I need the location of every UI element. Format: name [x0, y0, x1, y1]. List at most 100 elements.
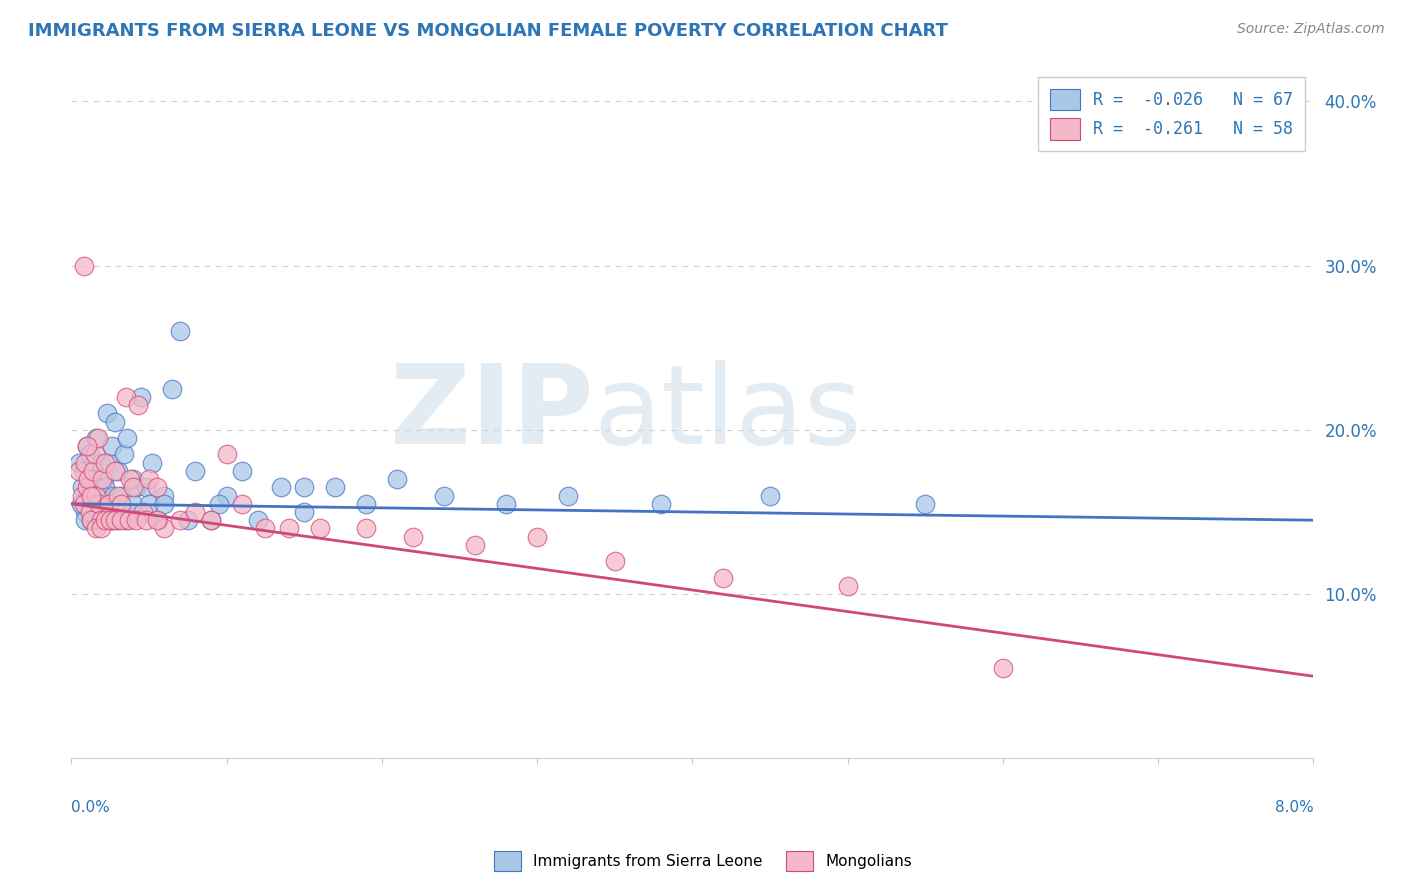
- Point: [84, 431, 107, 445]
- Point: [76, 439, 98, 453]
- Point: [94, 513, 117, 527]
- Point: [129, 390, 152, 404]
- Point: [138, 497, 160, 511]
- Point: [131, 505, 153, 519]
- Point: [200, 513, 222, 527]
- Text: atlas: atlas: [593, 360, 862, 467]
- Point: [114, 513, 136, 527]
- Point: [254, 521, 277, 535]
- Point: [91, 513, 114, 527]
- Point: [73, 497, 96, 511]
- Point: [127, 398, 149, 412]
- Point: [759, 489, 782, 503]
- Point: [122, 472, 145, 486]
- Point: [603, 554, 626, 568]
- Point: [292, 480, 315, 494]
- Text: IMMIGRANTS FROM SIERRA LEONE VS MONGOLIAN FEMALE POVERTY CORRELATION CHART: IMMIGRANTS FROM SIERRA LEONE VS MONGOLIA…: [28, 22, 948, 40]
- Text: ZIP: ZIP: [389, 360, 593, 467]
- Point: [80, 472, 103, 486]
- Point: [270, 480, 292, 494]
- Point: [104, 464, 127, 478]
- Point: [107, 513, 129, 527]
- Point: [91, 505, 114, 519]
- Point: [215, 489, 238, 503]
- Point: [138, 472, 160, 486]
- Point: [84, 513, 107, 527]
- Point: [354, 497, 377, 511]
- Point: [76, 480, 98, 494]
- Point: [464, 538, 486, 552]
- Point: [90, 513, 112, 527]
- Point: [169, 513, 191, 527]
- Point: [67, 464, 90, 478]
- Point: [79, 448, 101, 462]
- Point: [557, 489, 579, 503]
- Point: [75, 505, 97, 519]
- Point: [277, 521, 299, 535]
- Point: [135, 513, 157, 527]
- Point: [153, 497, 176, 511]
- Point: [100, 439, 122, 453]
- Point: [89, 480, 111, 494]
- Point: [89, 497, 111, 511]
- Point: [650, 497, 672, 511]
- Legend: Immigrants from Sierra Leone, Mongolians: Immigrants from Sierra Leone, Mongolians: [485, 842, 921, 880]
- Point: [84, 521, 107, 535]
- Point: [75, 513, 97, 527]
- Point: [84, 489, 107, 503]
- Point: [107, 464, 129, 478]
- Point: [107, 489, 129, 503]
- Point: [98, 456, 121, 470]
- Point: [83, 448, 105, 462]
- Point: [98, 513, 121, 527]
- Point: [73, 464, 96, 478]
- Point: [101, 489, 124, 503]
- Point: [80, 513, 103, 527]
- Point: [246, 513, 269, 527]
- Point: [110, 497, 132, 511]
- Point: [80, 513, 103, 527]
- Point: [97, 497, 120, 511]
- Point: [184, 464, 207, 478]
- Point: [495, 497, 517, 511]
- Text: 0.0%: 0.0%: [72, 800, 110, 814]
- Point: [115, 431, 138, 445]
- Point: [837, 579, 859, 593]
- Point: [79, 505, 101, 519]
- Point: [100, 513, 122, 527]
- Point: [110, 513, 132, 527]
- Text: 8.0%: 8.0%: [1275, 800, 1313, 814]
- Point: [67, 456, 90, 470]
- Point: [215, 448, 238, 462]
- Point: [70, 480, 93, 494]
- Text: Source: ZipAtlas.com: Source: ZipAtlas.com: [1237, 22, 1385, 37]
- Point: [110, 489, 132, 503]
- Point: [153, 489, 176, 503]
- Point: [308, 521, 330, 535]
- Point: [153, 521, 176, 535]
- Point: [914, 497, 936, 511]
- Point: [93, 472, 115, 486]
- Point: [77, 472, 100, 486]
- Point: [70, 489, 93, 503]
- Point: [98, 513, 121, 527]
- Point: [145, 480, 167, 494]
- Point: [82, 497, 104, 511]
- Point: [387, 472, 409, 486]
- Point: [135, 480, 157, 494]
- Point: [402, 530, 425, 544]
- Point: [75, 456, 97, 470]
- Point: [160, 382, 183, 396]
- Point: [96, 406, 118, 420]
- Point: [208, 497, 231, 511]
- Point: [323, 480, 346, 494]
- Point: [122, 497, 145, 511]
- Point: [231, 497, 253, 511]
- Point: [114, 390, 136, 404]
- Point: [125, 480, 148, 494]
- Point: [169, 324, 191, 338]
- Point: [145, 513, 167, 527]
- Point: [176, 513, 198, 527]
- Point: [86, 431, 108, 445]
- Point: [90, 521, 112, 535]
